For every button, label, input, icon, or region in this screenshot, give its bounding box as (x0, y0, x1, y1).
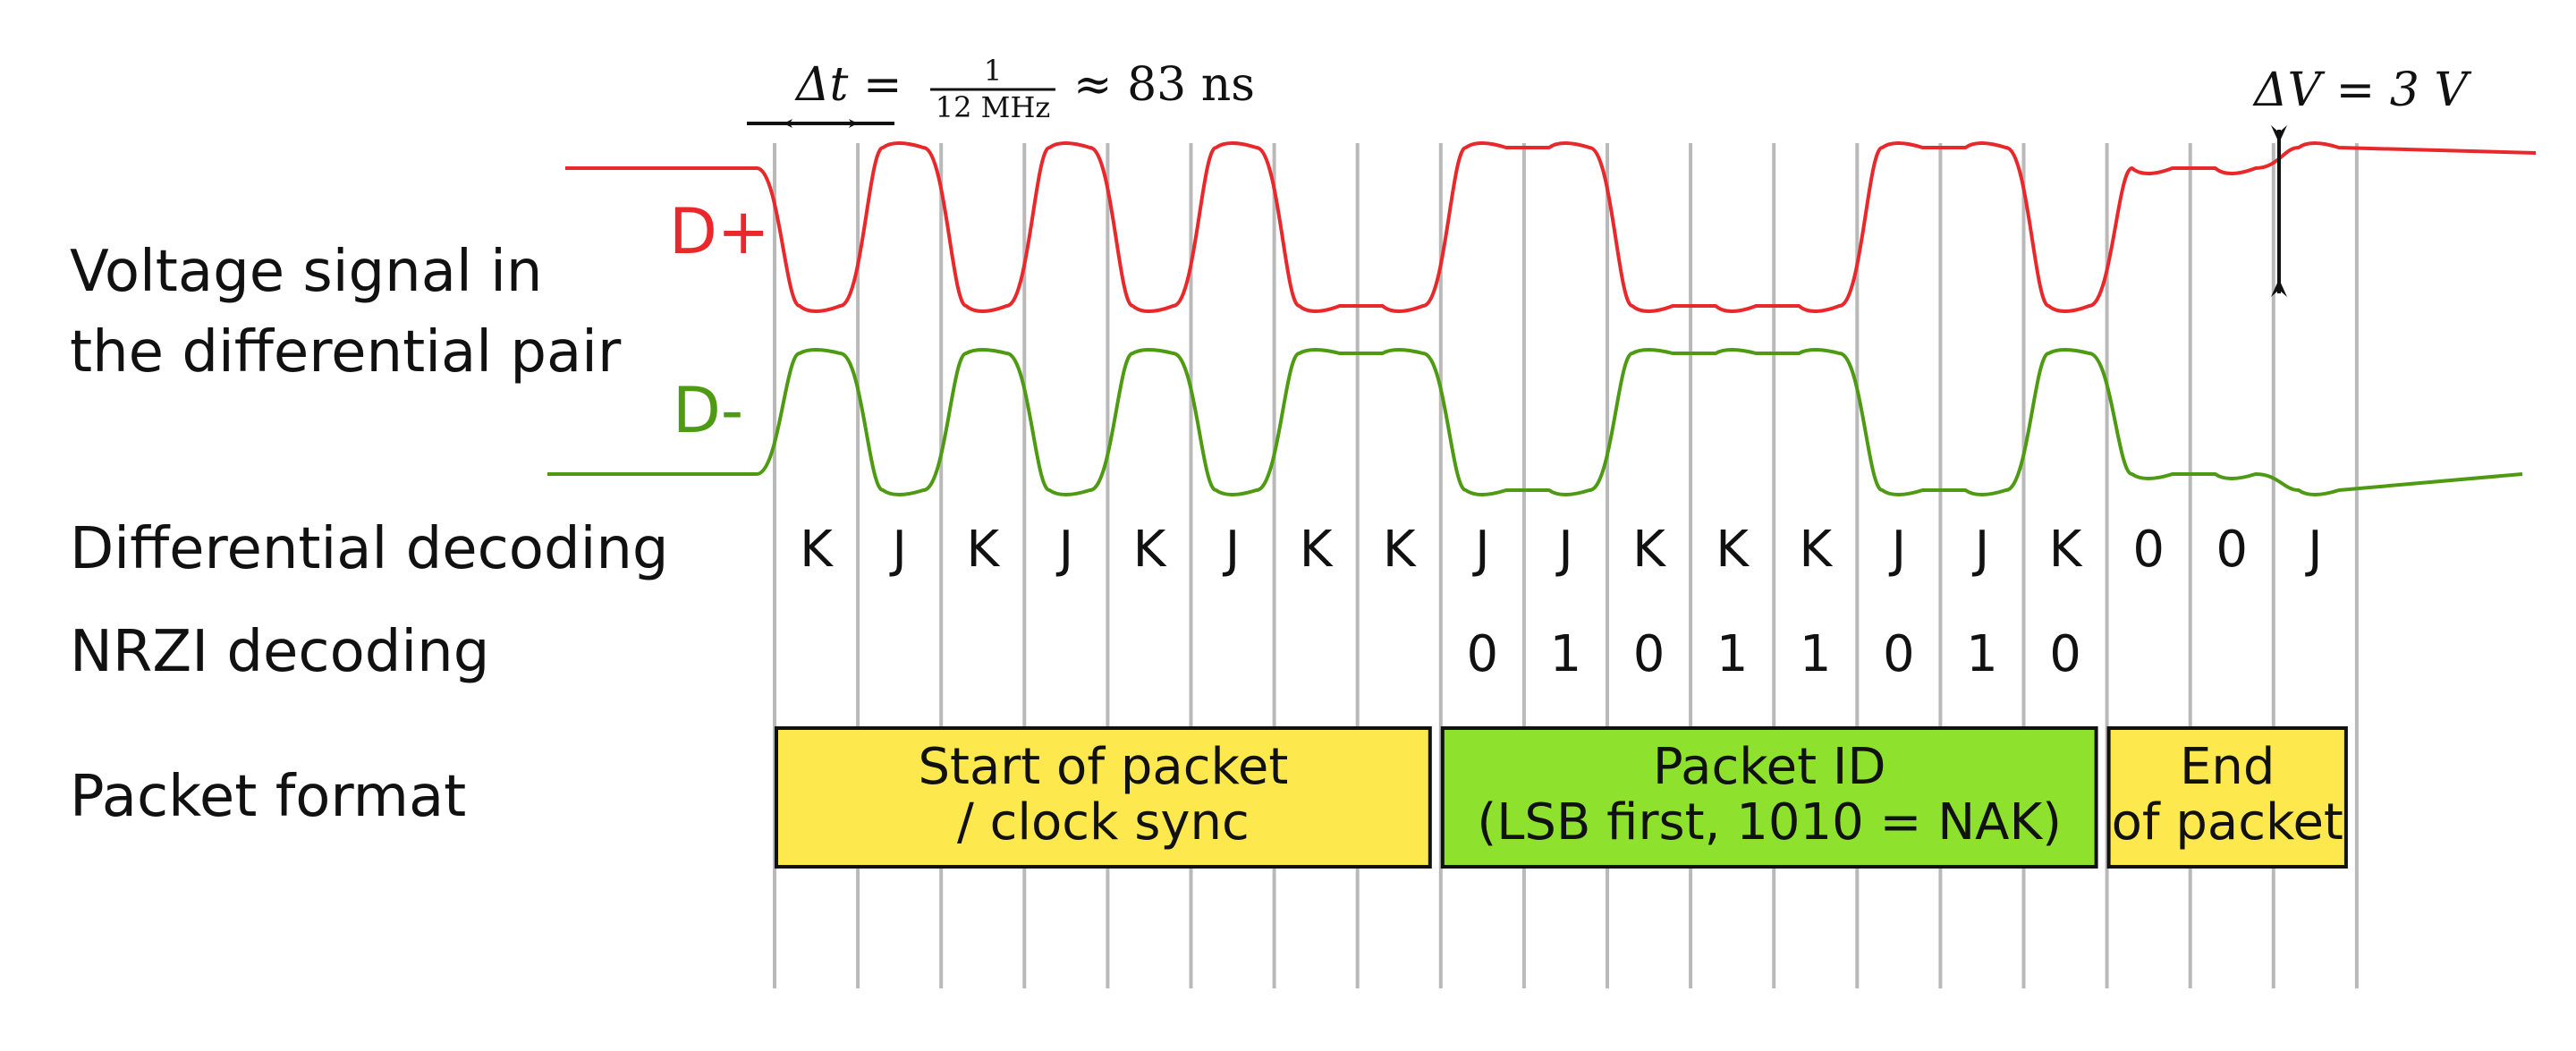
nrzi-bit: 1 (1716, 625, 1749, 683)
differential-symbol: K (1799, 521, 1833, 579)
differential-symbol: K (966, 521, 1000, 579)
differential-symbol: K (1300, 521, 1334, 579)
delta-t-rhs: ≈ 83 ns (1073, 58, 1255, 112)
nrzi-bit: 0 (1883, 625, 1915, 683)
packet-field: Packet ID(LSB first, 1010 = NAK) (1440, 726, 2098, 869)
packet-field-line2: of packet (2112, 793, 2343, 852)
packet-field-box (1440, 726, 2098, 869)
dminus-waveform (547, 348, 2523, 496)
delta-v-arrowhead-bottom (2271, 279, 2287, 297)
delta-v-label: ΔV = 3 V (2252, 64, 2471, 117)
delta-v-annotation: ΔV = 3 V (2252, 64, 2471, 297)
differential-symbol: J (2305, 521, 2323, 579)
nrzi-bit: 0 (1633, 625, 1665, 683)
differential-symbol: J (1889, 521, 1907, 579)
dplus-waveform (565, 141, 2537, 313)
delta-t-lhs: Δt = (794, 58, 902, 112)
packet-field-line1: Packet ID (1653, 738, 1886, 796)
nrzi-bit: 1 (1966, 625, 1998, 683)
packet-row-label: Packet format (70, 764, 466, 830)
packet-field-line2: (LSB first, 1010 = NAK) (1477, 793, 2062, 852)
nrzi-bit: 0 (2049, 625, 2081, 683)
nrzi-bit: 0 (1467, 625, 1499, 683)
packet-field-line1: End (2180, 738, 2275, 796)
packet-field-box (2106, 726, 2348, 869)
differential-symbol: J (889, 521, 907, 579)
differential-symbol: J (1223, 521, 1241, 579)
delta-v-arrowhead-top (2271, 125, 2287, 143)
packet-field: Start of packet/ clock sync (775, 726, 1432, 869)
packet-field-line2: / clock sync (957, 793, 1250, 852)
nrzi-bit: 1 (1800, 625, 1832, 683)
differential-symbol: J (1472, 521, 1490, 579)
dminus-label: D- (673, 374, 743, 447)
differential-symbol: J (1972, 521, 1990, 579)
nrzi-bit: 1 (1550, 625, 1582, 683)
dplus-label: D+ (669, 195, 770, 268)
differential-symbol: 0 (2216, 521, 2248, 579)
differential-symbol: K (1133, 521, 1167, 579)
differential-symbol: J (1056, 521, 1074, 579)
differential-symbol: K (800, 521, 834, 579)
delta-t-annotation: Δt = 1 12 MHz ≈ 83 ns (747, 54, 1255, 128)
packet-field-box (775, 726, 1432, 869)
nrzi-row-label: NRZI decoding (70, 619, 489, 685)
delta-t-denominator: 12 MHz (936, 90, 1050, 124)
delta-t-numerator: 1 (984, 54, 1002, 88)
voltage-row-label-line2: the differential pair (70, 319, 622, 386)
voltage-row-label-line1: Voltage signal in (70, 239, 542, 305)
differential-symbol: K (1383, 521, 1417, 579)
differential-symbol: K (2049, 521, 2083, 579)
differential-symbol: K (1716, 521, 1750, 579)
differential-row-label: Differential decoding (70, 516, 669, 582)
differential-symbol: K (1632, 521, 1666, 579)
packet-field-line1: Start of packet (918, 738, 1288, 796)
differential-symbol: J (1555, 521, 1573, 579)
differential-symbol: 0 (2132, 521, 2165, 579)
